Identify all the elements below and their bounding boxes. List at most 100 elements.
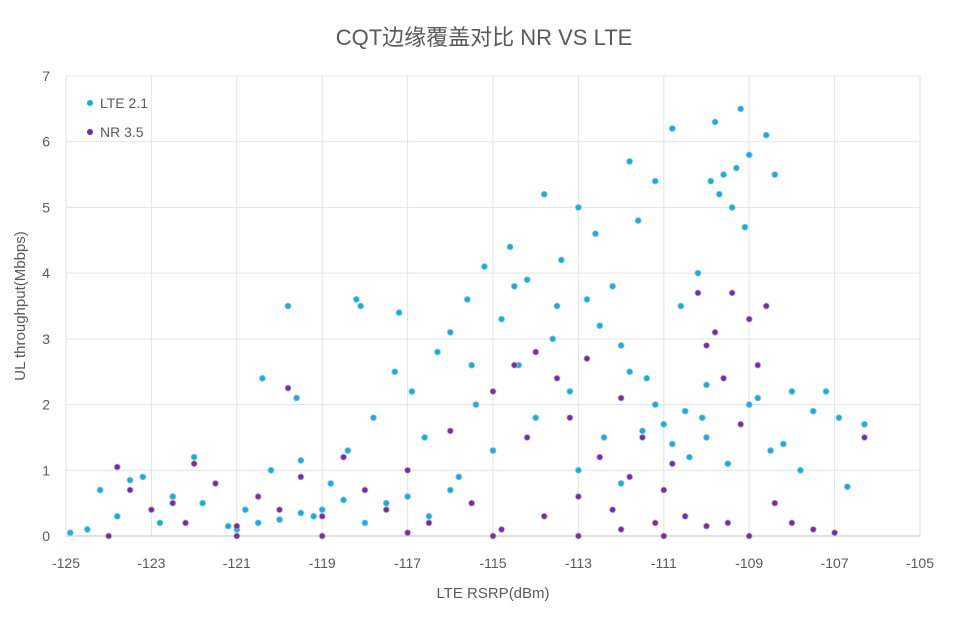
lte-point bbox=[694, 269, 702, 277]
lte-point bbox=[660, 420, 668, 428]
lte-point bbox=[788, 388, 796, 395]
legend-label-nr: NR 3.5 bbox=[100, 124, 144, 140]
chart-title: CQT边缘覆盖对比 NR VS LTE bbox=[336, 25, 633, 50]
lte-point bbox=[468, 361, 476, 369]
lte-point bbox=[340, 496, 347, 504]
nr-point bbox=[498, 526, 505, 533]
lte-point bbox=[113, 512, 121, 520]
lte-point bbox=[720, 171, 727, 178]
lte-point bbox=[741, 223, 749, 231]
lte-point bbox=[446, 328, 454, 336]
nr-point bbox=[532, 348, 540, 356]
nr-point bbox=[318, 512, 326, 520]
legend-marker-nr bbox=[87, 129, 93, 135]
nr-point bbox=[297, 473, 305, 481]
lte-point bbox=[540, 190, 548, 198]
lte-point bbox=[404, 493, 412, 500]
lte-point bbox=[822, 388, 830, 395]
lte-point bbox=[318, 506, 326, 514]
nr-point bbox=[212, 480, 219, 487]
lte-point bbox=[361, 519, 369, 527]
nr-point bbox=[626, 473, 634, 481]
nr-point bbox=[404, 529, 412, 537]
nr-point bbox=[617, 526, 625, 533]
lte-point bbox=[745, 151, 753, 159]
lte-point bbox=[421, 434, 429, 441]
lte-point bbox=[779, 440, 787, 448]
nr-point bbox=[639, 434, 646, 441]
nr-point bbox=[404, 466, 412, 474]
nr-point bbox=[489, 388, 497, 395]
lte-point bbox=[634, 217, 642, 224]
lte-point bbox=[199, 499, 207, 507]
lte-point bbox=[600, 434, 608, 441]
lte-point bbox=[715, 190, 723, 198]
lte-point bbox=[532, 414, 540, 422]
nr-point bbox=[651, 519, 659, 527]
lte-point bbox=[169, 493, 177, 500]
nr-point bbox=[762, 302, 770, 310]
lte-point bbox=[596, 322, 604, 330]
lte-point bbox=[737, 105, 745, 113]
nr-point bbox=[382, 506, 390, 514]
lte-point bbox=[357, 302, 365, 310]
lte-point bbox=[626, 158, 634, 165]
lte-point bbox=[592, 230, 599, 238]
lte-point bbox=[259, 374, 266, 382]
lte-point bbox=[352, 296, 360, 303]
lte-point bbox=[254, 519, 262, 527]
nr-point bbox=[720, 374, 727, 382]
nr-point bbox=[771, 499, 779, 507]
nr-point bbox=[745, 532, 753, 540]
nr-point bbox=[425, 519, 433, 527]
nr-point bbox=[711, 328, 719, 336]
lte-point bbox=[549, 335, 557, 343]
lte-point bbox=[677, 302, 685, 310]
lte-point bbox=[809, 407, 817, 415]
lte-point bbox=[767, 447, 774, 454]
lte-point bbox=[844, 483, 851, 491]
lte-point bbox=[724, 460, 732, 468]
nr-point bbox=[745, 315, 753, 323]
lte-point bbox=[267, 466, 275, 474]
data-points bbox=[66, 105, 868, 540]
x-tick-label: -117 bbox=[394, 555, 421, 571]
lte-point bbox=[344, 447, 352, 454]
lte-point bbox=[455, 473, 463, 481]
nr-point bbox=[575, 493, 582, 500]
lte-point bbox=[609, 282, 616, 290]
lte-point bbox=[498, 315, 505, 323]
lte-point bbox=[310, 512, 318, 520]
x-tick-label: -107 bbox=[821, 555, 849, 571]
lte-point bbox=[583, 296, 591, 303]
lte-point bbox=[297, 509, 305, 517]
y-tick-label: 6 bbox=[42, 134, 50, 150]
lte-point bbox=[190, 453, 198, 461]
nr-point bbox=[510, 361, 518, 369]
nr-point bbox=[553, 374, 561, 382]
lte-point bbox=[425, 512, 433, 520]
lte-point bbox=[639, 427, 646, 435]
nr-point bbox=[169, 499, 177, 507]
nr-point bbox=[703, 342, 710, 349]
lte-point bbox=[391, 368, 399, 376]
lte-point bbox=[96, 486, 104, 494]
nr-point bbox=[254, 493, 262, 500]
lte-point bbox=[617, 480, 625, 487]
y-axis-ticks: 0 1 2 3 4 5 6 7 bbox=[42, 68, 50, 544]
lte-point bbox=[762, 131, 770, 139]
lte-point bbox=[297, 457, 305, 464]
y-tick-label: 7 bbox=[42, 68, 50, 84]
nr-point bbox=[583, 355, 591, 362]
lte-point bbox=[626, 368, 634, 376]
nr-point bbox=[724, 519, 732, 527]
lte-point bbox=[651, 177, 659, 185]
y-tick-label: 4 bbox=[42, 265, 50, 281]
lte-point bbox=[711, 118, 719, 126]
nr-point bbox=[540, 512, 548, 520]
lte-point bbox=[651, 401, 659, 408]
x-tick-label: -125 bbox=[52, 555, 80, 571]
lte-point bbox=[835, 414, 843, 422]
lte-point bbox=[139, 473, 147, 481]
